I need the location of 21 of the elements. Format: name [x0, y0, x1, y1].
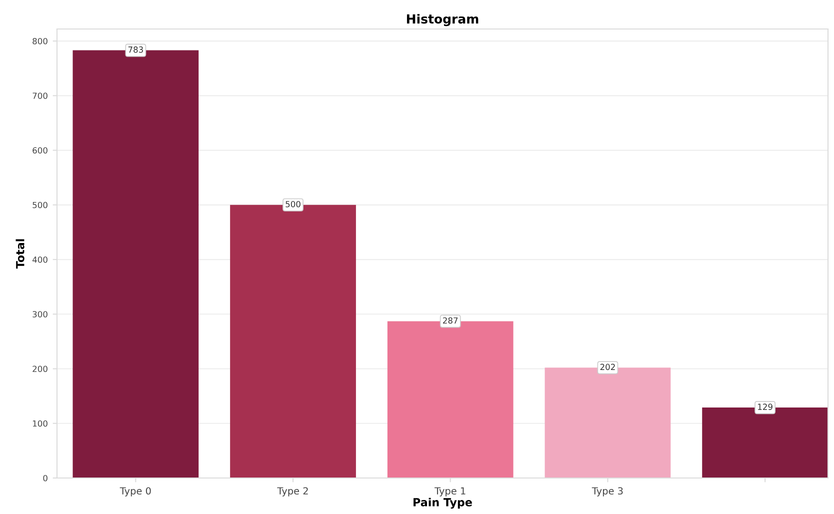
x-tick-label: Type 1: [434, 487, 466, 496]
x-axis-title: Pain Type: [414, 498, 472, 509]
chart-title: Histogram: [406, 14, 478, 26]
data-label: 500: [286, 201, 300, 208]
data-label: 129: [758, 404, 772, 410]
x-tick-label: Type 2: [277, 487, 308, 496]
data-label: 287: [443, 317, 458, 324]
y-tick-label: 100: [32, 420, 48, 427]
y-tick-label: 300: [32, 311, 48, 318]
y-tick-label: 0: [43, 474, 48, 482]
y-tick-label: 600: [32, 147, 48, 154]
y-axis-title: Total: [16, 239, 24, 269]
y-tick-label: 800: [32, 38, 48, 44]
y-tick-label: 400: [32, 256, 48, 263]
y-tick-label: 700: [32, 92, 48, 99]
y-tick-label: 500: [32, 202, 48, 208]
data-label: 202: [600, 364, 615, 370]
data-label: 783: [128, 46, 143, 53]
x-tick-label: Type 3: [592, 487, 623, 496]
x-tick-label: Type 0: [120, 487, 151, 496]
y-tick-label: 200: [32, 366, 48, 372]
